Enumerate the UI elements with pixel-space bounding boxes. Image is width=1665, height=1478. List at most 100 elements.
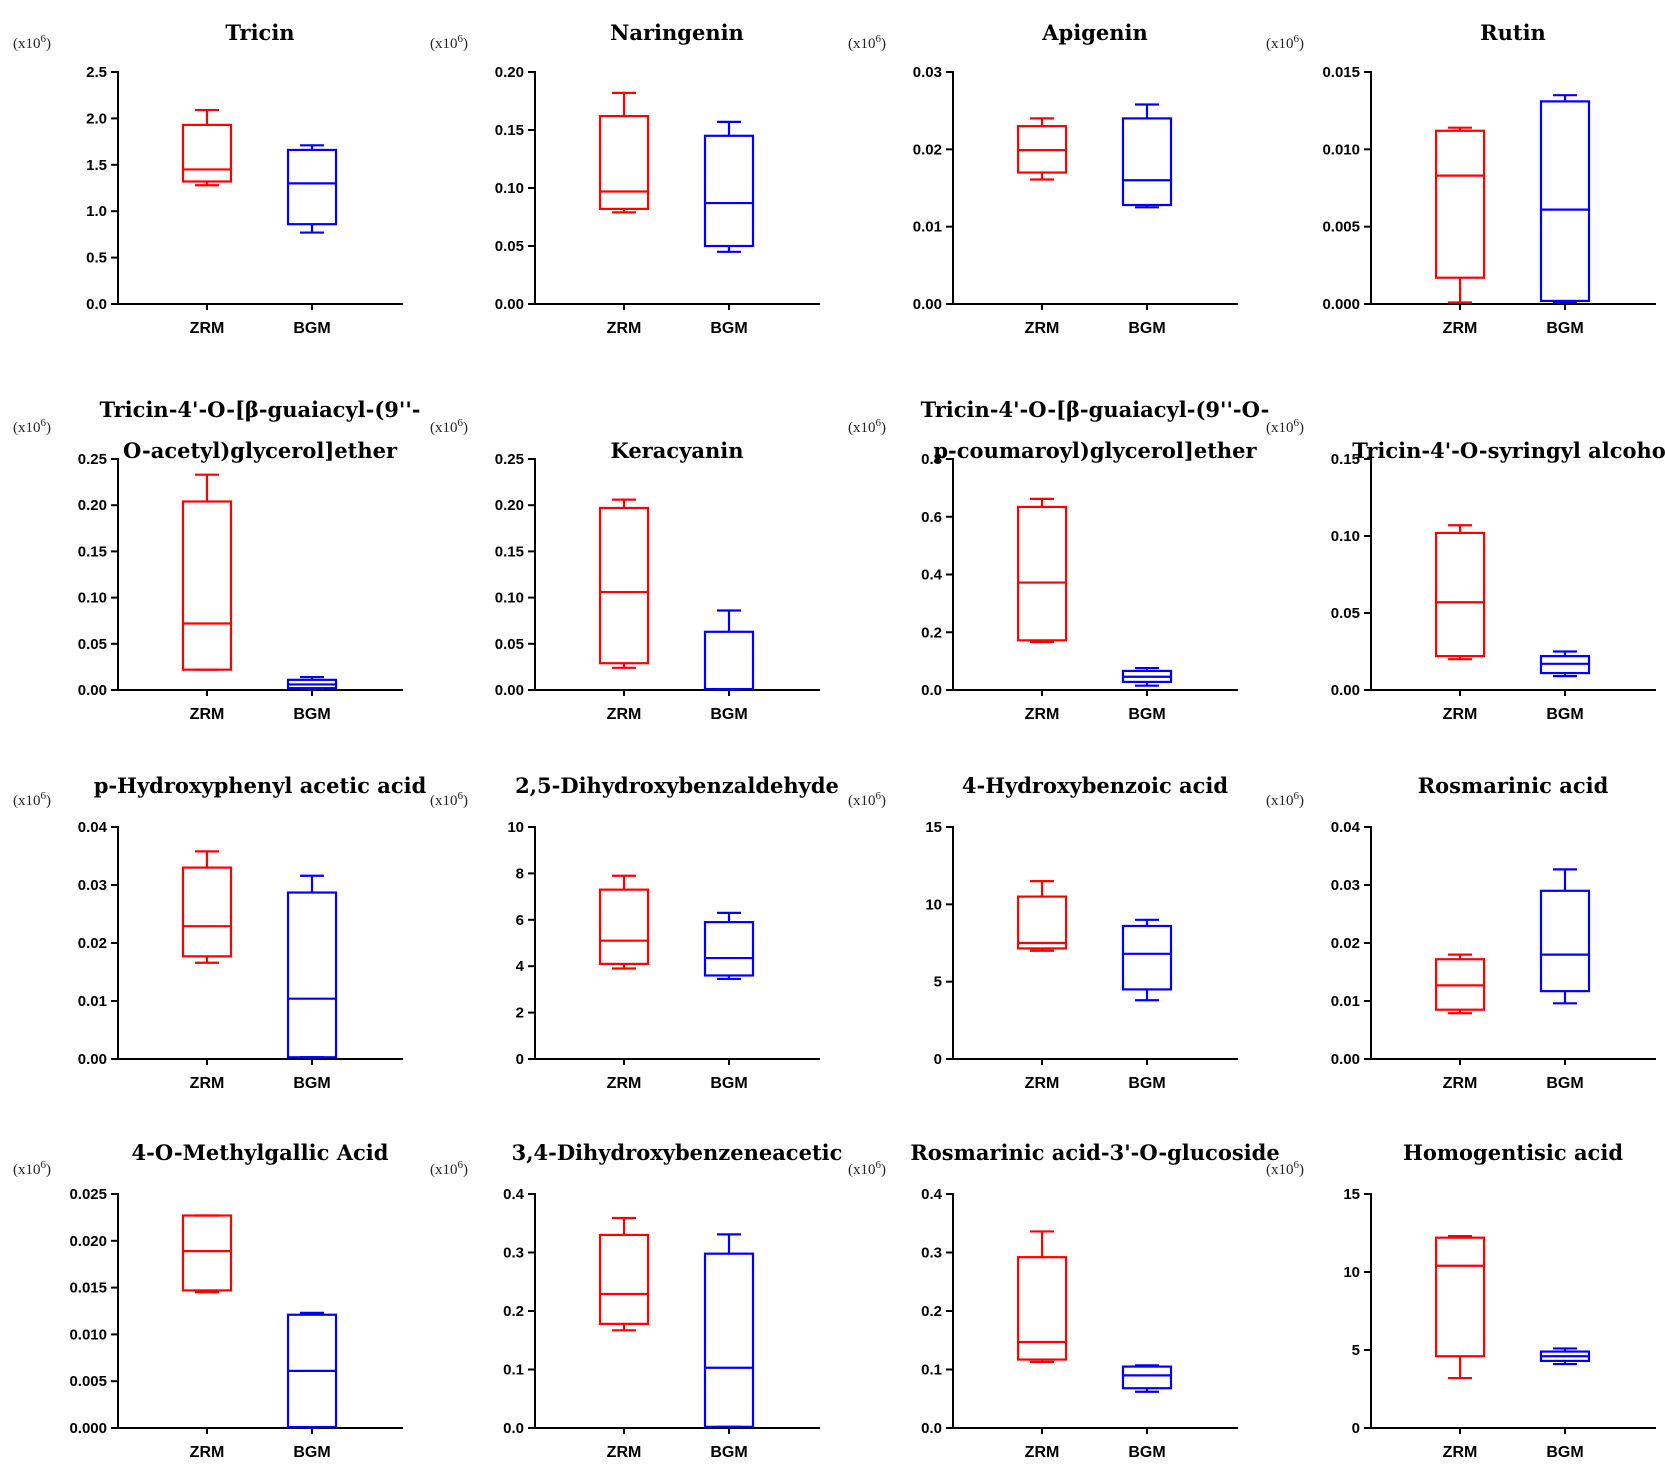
y-tick-label: 0.1 xyxy=(503,1362,524,1379)
y-tick-label: 0.0 xyxy=(921,1420,942,1437)
y-tick-label: 0.25 xyxy=(495,451,524,468)
unit-prefix: (x10 xyxy=(13,1162,41,1178)
box-iqr xyxy=(1016,895,1068,950)
chart-title: O-acetyl)glycerol]ether xyxy=(123,438,398,463)
chart-panel-16: Homogentisic acid (x106) 0 5 10 15 ZRM BGM xyxy=(1266,1140,1656,1461)
unit-exponent: 6 xyxy=(458,33,464,45)
y-tick-label: 0.00 xyxy=(1331,682,1360,699)
y-tick-label: 0.00 xyxy=(495,296,524,313)
chart-title: Rosmarinic acid-3'-O-glucoside xyxy=(910,1140,1279,1165)
chart-panel-6: Keracyanin (x106) 0.00 0.05 0.10 0.15 0.20 0.25… xyxy=(430,417,820,723)
x-tick-label: BGM xyxy=(1546,706,1583,723)
unit-label: (x106) xyxy=(848,33,886,52)
box-bgm xyxy=(703,120,755,253)
unit-exponent: 6 xyxy=(458,417,464,429)
box-bgm xyxy=(703,911,755,981)
unit-label: (x106) xyxy=(430,790,468,809)
y-tick-label: 0.20 xyxy=(78,497,107,514)
unit-exponent: 6 xyxy=(876,417,882,429)
y-tick-label: 0.6 xyxy=(921,509,942,526)
chart-title: p-Hydroxyphenyl acetic acid xyxy=(94,773,427,798)
x-tick-label: ZRM xyxy=(1443,1075,1478,1092)
x-tick-label: ZRM xyxy=(1443,706,1478,723)
x-tick-label: BGM xyxy=(1128,1075,1165,1092)
box-iqr xyxy=(286,148,338,226)
y-tick-label: 0.15 xyxy=(1331,451,1360,468)
x-tick-label: ZRM xyxy=(1025,1075,1060,1092)
y-tick-label: 0.5 xyxy=(86,250,107,267)
box-zrm xyxy=(598,498,650,669)
box-bgm xyxy=(1121,918,1173,1002)
unit-label: (x106) xyxy=(1266,1159,1304,1178)
y-tick-label: 2 xyxy=(516,1005,524,1022)
y-tick-label: 0.00 xyxy=(78,682,107,699)
y-tick-label: 0.10 xyxy=(1331,528,1360,545)
y-tick-label: 0.1 xyxy=(921,1362,942,1379)
x-tick-label: BGM xyxy=(710,1075,747,1092)
y-tick-label: 0.8 xyxy=(921,451,942,468)
unit-label: (x106) xyxy=(13,1159,51,1178)
chart-title: Keracyanin xyxy=(611,438,744,463)
unit-suffix: ) xyxy=(881,1162,886,1178)
y-tick-label: 10 xyxy=(925,896,942,913)
y-tick-label: 0.00 xyxy=(78,1051,107,1068)
box-iqr xyxy=(1434,129,1486,279)
unit-suffix: ) xyxy=(463,1162,468,1178)
y-tick-label: 0.0 xyxy=(86,296,107,313)
y-tick-label: 0.05 xyxy=(78,636,107,653)
x-tick-label: ZRM xyxy=(190,1444,225,1461)
box-zrm xyxy=(598,1216,650,1332)
y-tick-label: 0.01 xyxy=(913,219,942,236)
box-bgm xyxy=(286,675,338,691)
box-iqr xyxy=(703,921,755,977)
chart-panel-2: Naringenin (x106) 0.00 0.05 0.10 0.15 0.20 ZRM B… xyxy=(430,20,820,337)
chart-panel-15: Rosmarinic acid-3'-O-glucoside (x106) 0.0 0… xyxy=(848,1140,1280,1461)
y-tick-label: 5 xyxy=(1352,1342,1360,1359)
y-tick-label: 0.25 xyxy=(78,451,107,468)
y-tick-label: 10 xyxy=(507,819,524,836)
x-tick-label: BGM xyxy=(1546,1075,1583,1092)
box-bgm xyxy=(1539,1347,1591,1366)
y-tick-label: 0.2 xyxy=(921,1303,942,1320)
unit-suffix: ) xyxy=(46,36,51,52)
y-tick-label: 0.000 xyxy=(1322,296,1360,313)
chart-title: Naringenin xyxy=(610,20,744,45)
y-tick-label: 0.05 xyxy=(495,636,524,653)
unit-prefix: (x10 xyxy=(1266,420,1294,436)
y-tick-label: 2.0 xyxy=(86,110,107,127)
x-tick-label: ZRM xyxy=(190,1075,225,1092)
x-tick-label: ZRM xyxy=(607,706,642,723)
chart-panel-3: Apigenin (x106) 0.00 0.01 0.02 0.03 ZRM BGM xyxy=(848,20,1238,337)
chart-title: Tricin-4'-O-[β-guaiacyl-(9''- xyxy=(100,397,421,422)
chart-panel-11: 4-Hydroxybenzoic acid (x106) 0 5 10 15 ZRM BGM xyxy=(848,773,1238,1092)
unit-exponent: 6 xyxy=(876,1159,882,1171)
unit-prefix: (x10 xyxy=(430,793,458,809)
unit-suffix: ) xyxy=(881,793,886,809)
unit-suffix: ) xyxy=(463,36,468,52)
unit-suffix: ) xyxy=(881,36,886,52)
y-tick-label: 0.4 xyxy=(921,1186,943,1203)
box-zrm xyxy=(598,91,650,214)
unit-label: (x106) xyxy=(430,417,468,436)
unit-prefix: (x10 xyxy=(430,420,458,436)
box-iqr xyxy=(703,134,755,248)
box-zrm xyxy=(1434,126,1486,304)
box-zrm xyxy=(1016,117,1068,181)
x-tick-label: BGM xyxy=(710,706,747,723)
y-tick-label: 1.5 xyxy=(86,157,107,174)
x-tick-label: ZRM xyxy=(1025,706,1060,723)
box-iqr xyxy=(181,123,233,183)
unit-exponent: 6 xyxy=(41,1159,47,1171)
box-zrm xyxy=(181,473,233,671)
chart-title: Rosmarinic acid xyxy=(1418,773,1609,798)
x-tick-label: BGM xyxy=(1128,1444,1165,1461)
unit-suffix: ) xyxy=(46,1162,51,1178)
box-zrm xyxy=(1434,1235,1486,1380)
box-iqr xyxy=(1434,531,1486,658)
unit-suffix: ) xyxy=(463,420,468,436)
chart-title: Apigenin xyxy=(1041,20,1148,45)
box-iqr xyxy=(1121,1365,1173,1390)
unit-label: (x106) xyxy=(848,790,886,809)
unit-label: (x106) xyxy=(430,1159,468,1178)
unit-suffix: ) xyxy=(881,420,886,436)
